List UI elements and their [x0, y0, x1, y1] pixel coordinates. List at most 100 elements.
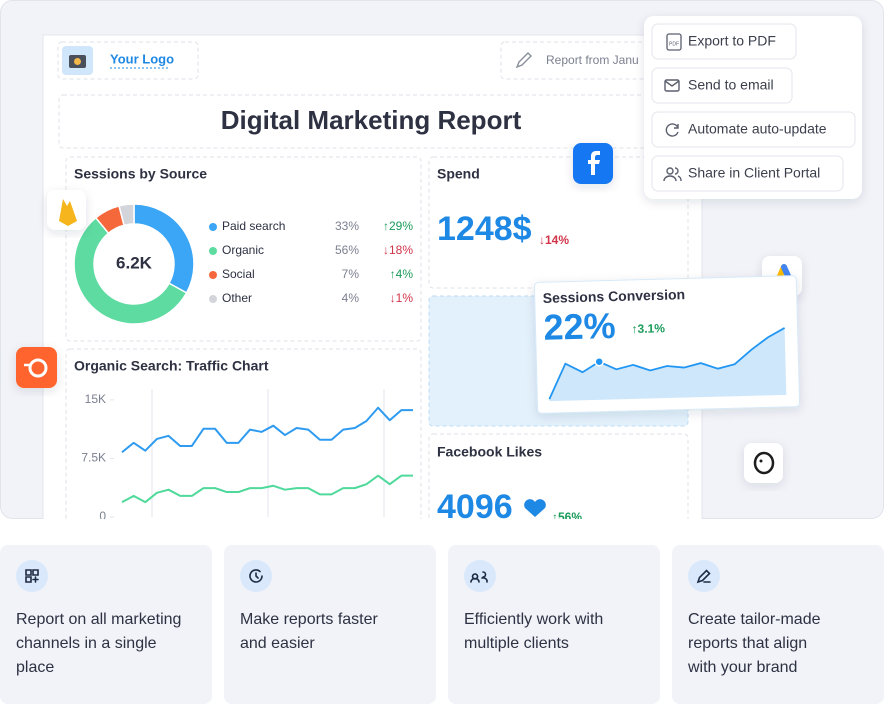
conversion-card: Sessions Conversion 22% ↑3.1% [533, 275, 801, 414]
donut-center: 6.2K [116, 253, 153, 272]
facebook-icon [588, 151, 600, 175]
menu-button[interactable] [651, 23, 797, 60]
conversion-title: Sessions Conversion [543, 286, 686, 306]
legend-dot [209, 271, 217, 279]
report-title: Digital Marketing Report [221, 105, 522, 135]
menu-item[interactable]: PDF Export to PDF [651, 23, 797, 60]
features: Report on all marketing channels in a sin… [0, 545, 884, 704]
menu-item[interactable]: Send to email [651, 67, 793, 104]
y-tick-label: 0 [99, 509, 106, 523]
donut [73, 203, 195, 325]
feature-text: place [16, 659, 54, 676]
organic-title: Organic Search: Traffic Chart [74, 358, 269, 374]
legend-label: Paid search [222, 219, 285, 233]
menu-button[interactable] [651, 155, 844, 192]
feature-glyph [696, 569, 711, 584]
legend-label: Organic [222, 243, 264, 257]
likes-change: ↑56% [552, 510, 582, 524]
feature-text: with your brand [687, 659, 797, 676]
highlight-dot [594, 357, 604, 367]
feature-card [448, 545, 660, 704]
feature-text: channels in a single [16, 635, 157, 652]
feature-card [0, 545, 212, 704]
y-tick-label: 15K [85, 392, 106, 406]
legend-value: 56% [335, 243, 359, 257]
feature-text: reports that align [688, 635, 807, 652]
legend-dot [209, 295, 217, 303]
feature-glyph [249, 569, 263, 583]
mailchimp-icon [753, 451, 775, 475]
hero: Your Logo Report from Janu Digital Marke… [42, 34, 703, 526]
firebase-icon [59, 199, 77, 226]
mail-icon [664, 80, 680, 87]
menu-label[interactable]: Share in Client Portal [688, 165, 820, 181]
mailchimp-icon [759, 459, 763, 463]
logo-icon-lens [74, 58, 81, 65]
report-date: Report from Janu [546, 53, 639, 67]
legend-value: 7% [342, 267, 360, 281]
feature-text: Report on all marketing [16, 611, 181, 628]
likes-card [428, 433, 689, 519]
line-series [121, 406, 413, 453]
legend-change: ↑4% [390, 267, 414, 281]
likes-title: Facebook Likes [437, 444, 542, 460]
menu-label[interactable]: Automate auto-update [688, 121, 827, 137]
feature-text: Create tailor-made [688, 611, 821, 628]
conversion-change: ↑3.1% [631, 321, 665, 336]
legend-dot [209, 223, 217, 231]
menu-button[interactable] [651, 67, 793, 104]
feature-card [224, 545, 436, 704]
heart-icon [524, 499, 546, 517]
conversion-chart [548, 327, 787, 402]
spend-change: ↓14% [539, 233, 569, 247]
logo-text: Your Logo [110, 51, 174, 66]
conversion-value: 22% [543, 305, 616, 348]
sessions-card [65, 156, 422, 342]
pdf-icon [666, 33, 682, 51]
menu-label[interactable]: Send to email [688, 77, 774, 93]
feature-glyph [470, 571, 488, 583]
feature-text: multiple clients [464, 635, 569, 652]
export-menu [644, 16, 862, 199]
donut-segment [118, 203, 135, 227]
legend-label: Social [222, 267, 255, 281]
firebase-badge [47, 190, 86, 230]
organic-card [65, 348, 422, 519]
pencil-icon [515, 52, 532, 69]
organic-chart: 0 7.5K 15K [81, 389, 413, 523]
facebook-badge [573, 143, 613, 184]
menu-item[interactable]: Automate auto-update [651, 111, 856, 148]
refresh-icon [665, 123, 679, 137]
likes-value: 4096 [437, 488, 513, 526]
donut-segment [73, 216, 188, 325]
feature-text: Efficiently work with [464, 611, 603, 628]
menu-label[interactable]: Export to PDF [688, 33, 776, 49]
feature-icon [688, 560, 720, 592]
area-fill [549, 327, 787, 402]
feature-icon [16, 560, 48, 592]
menu-items: PDF Export to PDF Send to email Automate au… [651, 23, 856, 192]
menu-item[interactable]: Share in Client Portal [651, 155, 844, 192]
legend-value: 4% [342, 291, 360, 305]
line-series [121, 474, 413, 504]
badge-bg [744, 443, 783, 483]
legend: Paid search 33% ↑29% Organic 56% ↓18% Social 7%… [209, 219, 413, 305]
feature-glyph [25, 569, 39, 583]
feature-icon [464, 560, 496, 592]
legend-change: ↑29% [383, 219, 413, 233]
spend-value: 1248$ [437, 210, 532, 248]
legend-value: 33% [335, 219, 359, 233]
semrush-badge [16, 347, 57, 388]
semrush-icon [28, 358, 48, 378]
legend-label: Other [222, 291, 252, 305]
users-icon [666, 167, 674, 175]
legend-change: ↓1% [390, 291, 414, 305]
menu-button[interactable] [651, 111, 856, 148]
pdf-icon-label: PDF [669, 41, 679, 47]
feature-text: and easier [240, 635, 315, 652]
users-icon [663, 167, 682, 182]
feature-text: Make reports faster [240, 611, 379, 628]
legend-dot [209, 247, 217, 255]
mail-icon [664, 79, 680, 92]
